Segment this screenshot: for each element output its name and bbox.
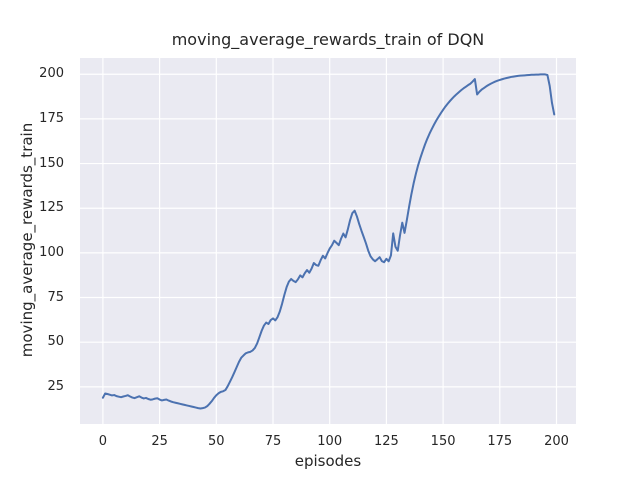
x-tick-label: 125: [373, 434, 399, 449]
x-tick-label: 75: [264, 434, 282, 449]
y-tick-label: 25: [47, 378, 64, 394]
x-tick-label: 50: [208, 434, 225, 449]
x-tick-label: 150: [430, 434, 456, 449]
y-tick-label: 75: [47, 289, 64, 305]
y-tick-label: 150: [39, 155, 64, 171]
x-tick-label: 200: [544, 434, 569, 449]
x-axis-label: episodes: [294, 452, 362, 470]
y-tick-label: 200: [39, 66, 64, 82]
x-tick-label: 175: [487, 434, 513, 449]
y-tick-label: 125: [39, 200, 64, 216]
x-tick-label: 100: [317, 434, 343, 449]
axes-background: [80, 58, 576, 424]
data-line-dqn: [101, 73, 556, 410]
y-tick-label: 175: [39, 110, 64, 126]
x-tick-label: 25: [151, 434, 168, 449]
chart-title: moving_average_rewards_train of DQN: [171, 30, 485, 49]
x-tick-label: 0: [98, 434, 108, 449]
y-tick-label: 50: [47, 334, 64, 350]
y-tick-label: 100: [39, 244, 64, 260]
